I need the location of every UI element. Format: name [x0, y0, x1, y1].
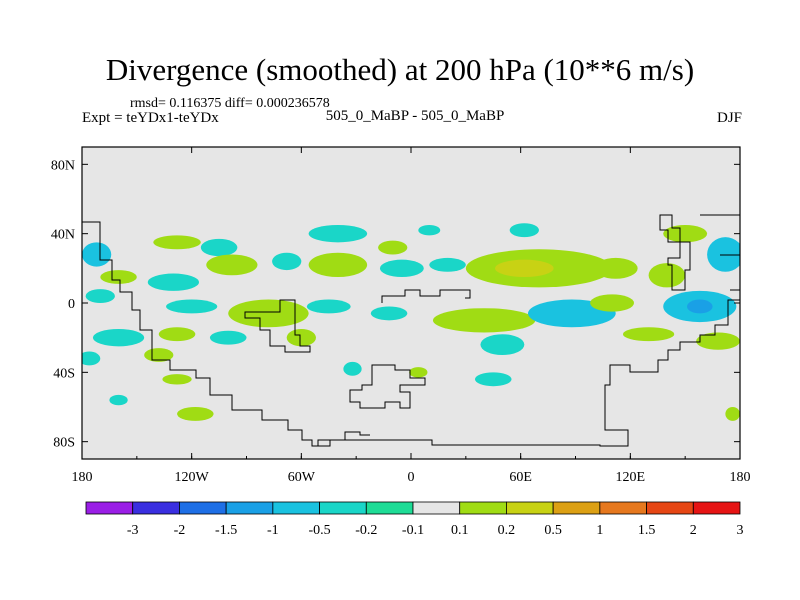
- contour-blob: [308, 225, 368, 243]
- contour-blob: [379, 259, 424, 278]
- y-tick-label: 80S: [53, 436, 75, 451]
- contour-blob: [162, 374, 192, 385]
- contour-blob: [623, 327, 675, 342]
- contour-blob: [147, 273, 199, 291]
- contour-blob: [100, 270, 137, 284]
- x-tick-label: 60W: [288, 470, 316, 485]
- colorbar-swatch: [179, 501, 227, 515]
- contour-blob: [590, 294, 634, 312]
- contour-field: [82, 223, 740, 421]
- colorbar-label: 0.5: [544, 523, 562, 538]
- contour-blob: [209, 330, 247, 345]
- chart-title: Divergence (smoothed) at 200 hPa (10**6 …: [105, 52, 695, 87]
- contour-blob: [153, 235, 201, 250]
- contour-blob: [82, 351, 101, 366]
- colorbar-label: -1.5: [215, 523, 237, 538]
- coastline-asia: [381, 289, 471, 303]
- x-tick-label: 120E: [616, 470, 646, 485]
- contour-blob: [272, 252, 302, 271]
- x-tick-label: 60E: [509, 470, 532, 485]
- contour-blob: [228, 299, 309, 328]
- coastline-central-america: [244, 299, 311, 353]
- contour-blob: [308, 252, 368, 277]
- contour-blob: [509, 223, 539, 238]
- contour-blob: [378, 240, 408, 255]
- contour-blob: [593, 257, 638, 279]
- contour-blob: [686, 299, 713, 314]
- colorbar-swatch: [692, 501, 741, 515]
- colorbar-swatch: [225, 501, 274, 515]
- colorbar-label: -1: [267, 523, 279, 538]
- colorbar-swatch: [272, 501, 320, 515]
- colorbar-label: -0.2: [355, 523, 377, 538]
- contour-blob: [92, 329, 145, 347]
- coastline-east-asia: [659, 214, 740, 291]
- colorbar-label: -2: [174, 523, 186, 538]
- contour-blob: [343, 361, 362, 376]
- season-label: DJF: [716, 110, 742, 126]
- contour-blob: [696, 332, 740, 350]
- x-tick-label: 180: [72, 470, 93, 485]
- contour-blob: [144, 348, 174, 362]
- colorbar-swatch: [646, 501, 694, 515]
- colorbar-label: 2: [690, 523, 697, 538]
- y-tick-label: 80N: [51, 158, 75, 173]
- colorbar-label: -3: [127, 523, 139, 538]
- colorbar-label: 0.1: [451, 523, 469, 538]
- colorbar-swatch: [459, 501, 507, 515]
- colorbar-swatch: [506, 501, 554, 515]
- contour-blob: [200, 238, 238, 257]
- colorbar-swatch: [552, 501, 601, 515]
- contour-blob: [432, 308, 536, 333]
- colorbar-swatch: [599, 501, 647, 515]
- contour-blob: [418, 225, 441, 236]
- contour-blob: [474, 372, 512, 387]
- colorbar-swatch: [85, 501, 134, 515]
- x-tick-label: 120W: [175, 470, 210, 485]
- contour-blob: [306, 299, 351, 314]
- colorbar-label: -0.1: [402, 523, 424, 538]
- contour-blob: [166, 299, 218, 314]
- contour-blob: [495, 259, 554, 278]
- stats-text: rmsd= 0.116375 diff= 0.000236578: [130, 96, 330, 111]
- contour-blob: [109, 394, 128, 406]
- contour-blob: [286, 329, 316, 347]
- colorbar-swatch: [132, 501, 180, 515]
- contour-blob: [707, 237, 740, 272]
- case-label: 505_0_MaBP - 505_0_MaBP: [325, 108, 505, 124]
- contour-blob: [370, 306, 408, 321]
- coastline-americas: [82, 221, 370, 447]
- y-tick-label: 40N: [51, 228, 75, 243]
- contour-blob: [85, 289, 115, 304]
- colorbar-label: 1.5: [638, 523, 656, 538]
- y-tick-label: 0: [68, 297, 75, 312]
- contour-blob: [480, 334, 525, 355]
- colorbar-swatch: [319, 501, 367, 515]
- coastline-australia: [317, 299, 740, 447]
- contour-blob: [648, 263, 686, 288]
- coastline-africa: [349, 364, 426, 409]
- contour-blob: [663, 225, 708, 243]
- contour-blob: [725, 407, 740, 421]
- colorbar-swatch: [412, 501, 461, 515]
- contour-blob: [82, 242, 112, 267]
- contour-blob: [158, 327, 196, 342]
- colorbar-label: -0.5: [308, 523, 330, 538]
- coastline: [82, 214, 740, 447]
- contour-blob: [177, 407, 214, 421]
- colorbar-swatch: [365, 501, 414, 515]
- experiment-label: Expt = teYDx1-teYDx: [82, 110, 219, 126]
- y-tick-label: 40S: [53, 366, 75, 381]
- axes: 180 120W 60W 0 60E 120E 180 80N 40N 0 40S 80S: [51, 147, 751, 485]
- x-tick-label: 0: [408, 470, 415, 485]
- colorbar-label: 0.2: [498, 523, 516, 538]
- contour-blob: [206, 254, 258, 276]
- contour-blob: [429, 257, 466, 272]
- colorbar-label: 1: [596, 523, 603, 538]
- contour-blob: [409, 367, 428, 378]
- colorbar-label: 3: [737, 523, 744, 538]
- x-tick-label: 180: [730, 470, 751, 485]
- colorbar: -3 -2 -1.5 -1 -0.5 -0.2 -0.1 0.1 0.2 0.5 1 1.5 2 3: [85, 501, 744, 538]
